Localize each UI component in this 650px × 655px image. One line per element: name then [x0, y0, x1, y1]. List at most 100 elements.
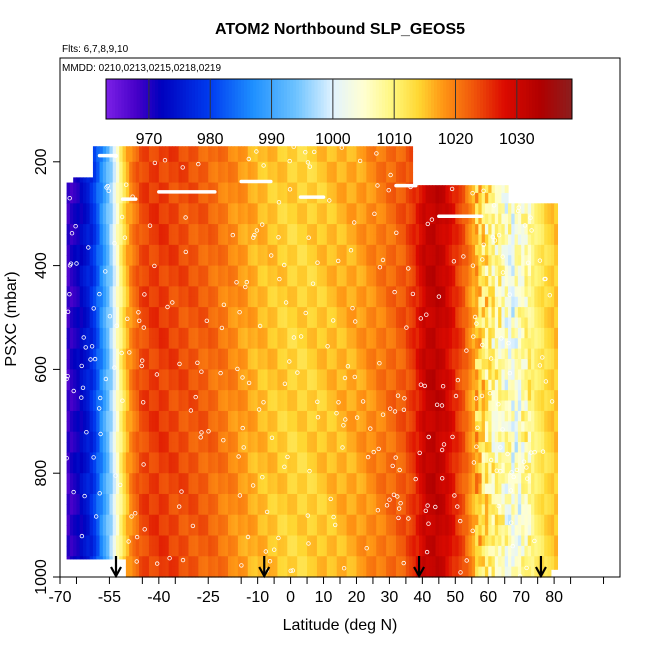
heat-cell [135, 535, 140, 547]
heat-cell [116, 151, 120, 163]
heat-cell [274, 213, 279, 225]
heat-cell [267, 172, 272, 184]
heat-cell [195, 265, 199, 277]
heat-cell [148, 146, 153, 153]
heat-cell [76, 379, 81, 391]
heat-cell [260, 255, 265, 267]
heat-cell [257, 504, 262, 516]
heat-cell [73, 545, 78, 557]
heat-cell [79, 462, 84, 474]
heat-cell [185, 203, 190, 215]
heat-cell [165, 296, 170, 308]
heat-cell [99, 442, 104, 454]
heat-cell [172, 379, 176, 391]
heat-cell [208, 244, 213, 256]
heat-cell [251, 390, 255, 402]
heat-cell [234, 172, 239, 184]
heat-cell [214, 535, 219, 547]
heat-cell [172, 275, 176, 287]
heat-cell [307, 182, 311, 194]
heat-cell [155, 146, 160, 153]
heat-cell [109, 265, 114, 277]
heat-cell [142, 400, 147, 412]
heat-cell [244, 296, 249, 308]
heat-cell [320, 400, 325, 412]
heat-cell [218, 452, 223, 464]
heat-cell [280, 161, 285, 173]
heat-cell [89, 473, 94, 485]
heat-cell [303, 462, 308, 474]
heat-cell [284, 172, 288, 184]
heat-cell [99, 265, 104, 277]
heat-cell [267, 504, 272, 516]
heat-cell [300, 213, 305, 225]
heat-cell [280, 493, 285, 505]
heat-cell [270, 213, 275, 225]
heat-cell [145, 172, 150, 184]
heat-cell [237, 410, 242, 422]
heat-cell [251, 151, 255, 163]
heat-cell [191, 146, 196, 153]
heat-cell [218, 442, 223, 454]
heat-cell [191, 265, 196, 277]
heat-cell [86, 431, 91, 443]
heat-cell [323, 400, 328, 412]
heat-cell [86, 452, 91, 464]
heat-cell [241, 286, 246, 298]
heat-cell [162, 556, 167, 568]
heat-cell [116, 213, 120, 225]
heat-cell [92, 556, 97, 560]
heat-cell [152, 525, 157, 537]
heat-cell [181, 442, 186, 454]
heat-cell [175, 504, 180, 516]
heat-cell [119, 514, 124, 526]
heat-cell [201, 172, 206, 184]
heat-cell [221, 535, 226, 547]
heat-cell [260, 442, 265, 454]
heat-cell [139, 369, 143, 381]
heat-cell [109, 493, 114, 505]
heat-cell [224, 338, 229, 350]
heat-cell [155, 493, 160, 505]
heat-cell [290, 172, 295, 184]
heat-cell [303, 327, 308, 339]
heat-cell [145, 151, 150, 163]
heat-cell [99, 161, 104, 173]
heat-cell [310, 359, 315, 370]
heat-cell [234, 244, 239, 256]
heat-cell [204, 535, 209, 547]
heat-cell [198, 296, 203, 308]
heat-cell [165, 514, 170, 526]
heat-cell [303, 296, 308, 308]
heat-cell [228, 172, 232, 184]
heat-cell [214, 151, 219, 163]
heat-cell [73, 182, 78, 194]
heat-cell [79, 359, 84, 370]
heat-cell [228, 182, 232, 194]
heat-cell [181, 213, 186, 225]
heat-cell [204, 224, 209, 236]
heat-cell [99, 483, 104, 495]
heat-cell [251, 359, 255, 370]
heat-cell [218, 514, 223, 526]
heat-cell [201, 556, 206, 568]
heat-cell [297, 514, 302, 526]
heat-cell [188, 556, 193, 568]
heat-cell [116, 286, 120, 298]
heat-cell [195, 275, 199, 287]
heat-cell [293, 244, 298, 256]
heat-cell [195, 161, 199, 173]
heat-cell [191, 161, 196, 173]
heat-cell [89, 296, 94, 308]
heat-cell [218, 473, 223, 485]
heat-cell [214, 182, 219, 194]
heat-cell [168, 146, 173, 153]
heat-cell [172, 431, 176, 443]
heat-cell [257, 452, 262, 464]
heat-cell [323, 379, 328, 391]
heat-cell [287, 151, 292, 163]
heat-cell [270, 359, 275, 370]
heat-cell [188, 483, 193, 495]
heat-cell [76, 348, 81, 360]
heat-cell [211, 556, 216, 568]
